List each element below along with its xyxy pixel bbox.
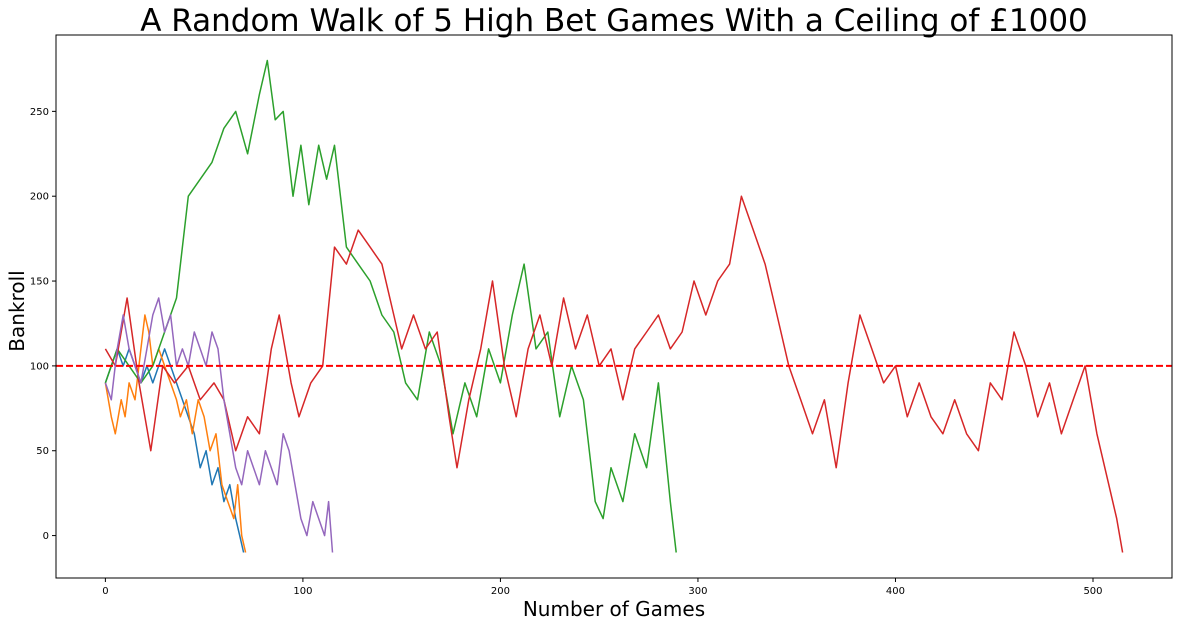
y-tick-label: 250: [30, 107, 49, 118]
x-tick-label: 200: [491, 586, 510, 597]
y-axis-label: Bankroll: [5, 270, 29, 351]
y-tick-label: 150: [30, 277, 49, 288]
y-tick-label: 200: [30, 192, 49, 203]
x-tick-label: 300: [688, 586, 707, 597]
x-axis: 0 100 200 300 400 500: [102, 578, 1103, 597]
x-tick-label: 400: [886, 586, 905, 597]
series-line-3: [104, 59, 677, 553]
plot-area: [56, 59, 1172, 553]
y-tick-label: 0: [43, 531, 49, 542]
x-tick-label: 100: [293, 586, 312, 597]
plot-frame: [55, 34, 1173, 579]
y-tick-label: 100: [30, 361, 49, 372]
x-axis-label: Number of Games: [523, 597, 705, 621]
series-line-2: [104, 314, 247, 553]
x-tick-label: 500: [1083, 586, 1102, 597]
y-axis: 0 50 100 150 200 250: [30, 107, 56, 542]
series-line-5: [104, 297, 334, 553]
chart-title: A Random Walk of 5 High Bet Games With a…: [140, 3, 1088, 39]
series-line-1: [104, 348, 245, 553]
series-line-4: [104, 195, 1124, 553]
x-tick-label: 0: [102, 586, 108, 597]
y-tick-label: 50: [36, 446, 49, 457]
